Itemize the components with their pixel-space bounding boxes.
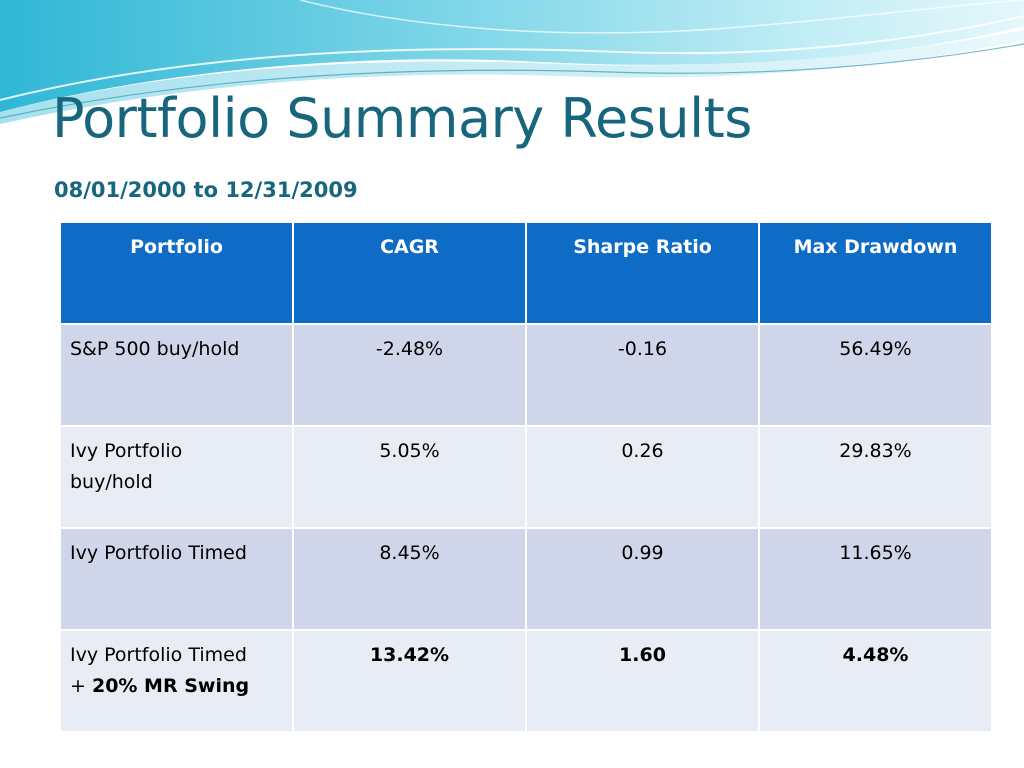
header-portfolio: Portfolio <box>59 221 294 325</box>
header-wave-decoration <box>0 0 1024 124</box>
table-row: Ivy Portfolio Timed 8.45% 0.99 11.65% <box>59 527 993 631</box>
table-row: S&P 500 buy/hold -2.48% -0.16 56.49% <box>59 323 993 427</box>
wave-band-main <box>0 0 1024 112</box>
cell-portfolio-name: Ivy Portfolio Timed <box>59 527 294 631</box>
cell-sharpe: -0.16 <box>525 323 760 427</box>
header-sharpe-ratio: Sharpe Ratio <box>525 221 760 325</box>
table-header-row: Portfolio CAGR Sharpe Ratio Max Drawdown <box>59 221 993 325</box>
name-line-2: buy/hold <box>70 471 153 493</box>
header-max-drawdown: Max Drawdown <box>758 221 993 325</box>
name-line-1: Ivy Portfolio Timed <box>70 644 247 666</box>
cell-portfolio-name: Ivy Portfolio Timed + 20% MR Swing <box>59 629 294 733</box>
wave-line-1 <box>0 15 1024 101</box>
cell-portfolio-name: Ivy Portfolio buy/hold <box>59 425 294 529</box>
cell-sharpe: 0.26 <box>525 425 760 529</box>
cell-cagr: 13.42% <box>292 629 527 733</box>
date-range-subtitle: 08/01/2000 to 12/31/2009 <box>54 178 358 202</box>
cell-cagr: -2.48% <box>292 323 527 427</box>
page-title: Portfolio Summary Results <box>52 87 752 150</box>
cell-max-drawdown: 29.83% <box>758 425 993 529</box>
cell-cagr: 5.05% <box>292 425 527 529</box>
table-row: Ivy Portfolio Timed + 20% MR Swing 13.42%… <box>59 629 993 733</box>
header-cagr: CAGR <box>292 221 527 325</box>
cell-max-drawdown: 11.65% <box>758 527 993 631</box>
cell-portfolio-name: S&P 500 buy/hold <box>59 323 294 427</box>
name-line-1: Ivy Portfolio <box>70 440 183 462</box>
cell-sharpe: 0.99 <box>525 527 760 631</box>
wave-band-light <box>0 30 1024 124</box>
name-line-2-prefix: + <box>70 675 92 697</box>
cell-max-drawdown: 4.48% <box>758 629 993 733</box>
wave-line-2 <box>0 43 1024 119</box>
wave-line-3 <box>299 0 1024 34</box>
summary-table: Portfolio CAGR Sharpe Ratio Max Drawdown… <box>59 221 993 733</box>
name-line-2-bold: 20% MR Swing <box>91 675 250 697</box>
cell-max-drawdown: 56.49% <box>758 323 993 427</box>
cell-sharpe: 1.60 <box>525 629 760 733</box>
table-row: Ivy Portfolio buy/hold 5.05% 0.26 29.83% <box>59 425 993 529</box>
cell-cagr: 8.45% <box>292 527 527 631</box>
